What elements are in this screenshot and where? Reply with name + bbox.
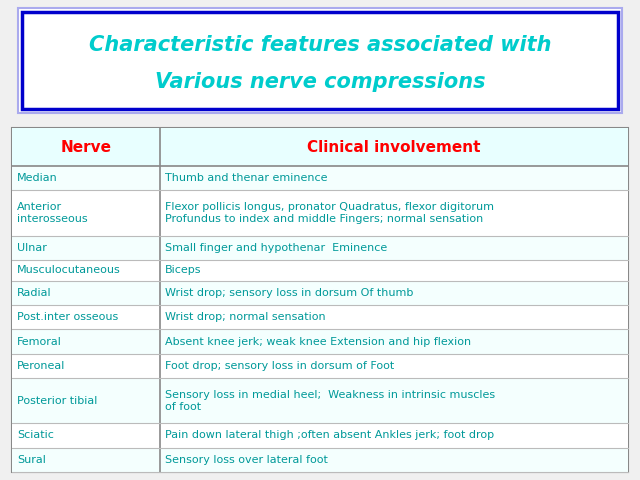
Text: Median: Median [17, 173, 58, 183]
Text: Post.inter osseous: Post.inter osseous [17, 312, 118, 322]
Text: Pain down lateral thigh ;often absent Ankles jerk; foot drop: Pain down lateral thigh ;often absent An… [165, 431, 494, 441]
Text: Sensory loss in medial heel;  Weakness in intrinsic muscles
of foot: Sensory loss in medial heel; Weakness in… [165, 389, 495, 412]
Bar [12, 378, 628, 423]
Bar [12, 423, 628, 448]
Bar [12, 128, 628, 166]
Bar [12, 354, 628, 378]
Text: Musculocutaneous: Musculocutaneous [17, 265, 121, 276]
Text: Sural: Sural [17, 455, 46, 465]
Bar [12, 128, 628, 472]
Text: Clinical involvement: Clinical involvement [307, 140, 481, 155]
Text: Various nerve compressions: Various nerve compressions [155, 72, 485, 92]
Text: Wrist drop; sensory loss in dorsum Of thumb: Wrist drop; sensory loss in dorsum Of th… [165, 288, 413, 298]
Bar [12, 260, 628, 281]
Text: Ulnar: Ulnar [17, 243, 47, 252]
Text: Flexor pollicis longus, pronator Quadratus, flexor digitorum
Profundus to index : Flexor pollicis longus, pronator Quadrat… [165, 202, 494, 224]
Text: Anterior
interosseous: Anterior interosseous [17, 202, 88, 224]
Text: Characteristic features associated with: Characteristic features associated with [89, 35, 551, 55]
Bar [12, 166, 628, 191]
Bar [12, 329, 628, 354]
Text: Posterior tibial: Posterior tibial [17, 396, 97, 406]
Text: Sensory loss over lateral foot: Sensory loss over lateral foot [165, 455, 328, 465]
Text: Femoral: Femoral [17, 336, 62, 347]
Bar [12, 448, 628, 472]
Bar [12, 305, 628, 329]
Text: Radial: Radial [17, 288, 52, 298]
Text: Sciatic: Sciatic [17, 431, 54, 441]
Text: Biceps: Biceps [165, 265, 202, 276]
Bar [12, 191, 628, 236]
Text: Absent knee jerk; weak knee Extension and hip flexion: Absent knee jerk; weak knee Extension an… [165, 336, 471, 347]
Text: Peroneal: Peroneal [17, 361, 65, 371]
Bar [12, 281, 628, 305]
Text: Nerve: Nerve [60, 140, 111, 155]
Text: Thumb and thenar eminence: Thumb and thenar eminence [165, 173, 327, 183]
Text: Small finger and hypothenar  Eminence: Small finger and hypothenar Eminence [165, 243, 387, 252]
Text: Foot drop; sensory loss in dorsum of Foot: Foot drop; sensory loss in dorsum of Foo… [165, 361, 394, 371]
Bar [18, 8, 622, 113]
Text: Wrist drop; normal sensation: Wrist drop; normal sensation [165, 312, 326, 322]
Bar [22, 12, 618, 109]
Bar [12, 236, 628, 260]
